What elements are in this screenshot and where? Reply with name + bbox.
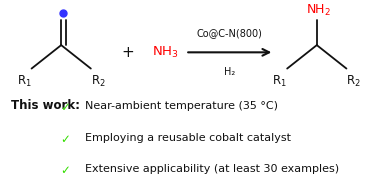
Text: R$_1$: R$_1$ — [17, 74, 31, 89]
Text: R$_2$: R$_2$ — [347, 74, 361, 89]
Text: ✓: ✓ — [60, 132, 70, 146]
Text: +: + — [121, 45, 134, 60]
Text: Co@C-N(800): Co@C-N(800) — [197, 28, 263, 38]
Text: Extensive applicability (at least 30 examples): Extensive applicability (at least 30 exa… — [85, 164, 339, 174]
Text: ✓: ✓ — [60, 164, 70, 177]
Text: Employing a reusable cobalt catalyst: Employing a reusable cobalt catalyst — [85, 132, 291, 143]
Text: H₂: H₂ — [224, 67, 235, 77]
Text: This work:: This work: — [11, 99, 80, 112]
Text: NH$_2$: NH$_2$ — [306, 3, 331, 18]
Text: R$_2$: R$_2$ — [91, 74, 105, 89]
Text: ✓: ✓ — [60, 101, 70, 114]
Text: NH$_3$: NH$_3$ — [152, 45, 178, 60]
Text: Near-ambient temperature (35 °C): Near-ambient temperature (35 °C) — [85, 101, 278, 111]
Text: R$_1$: R$_1$ — [273, 74, 287, 89]
